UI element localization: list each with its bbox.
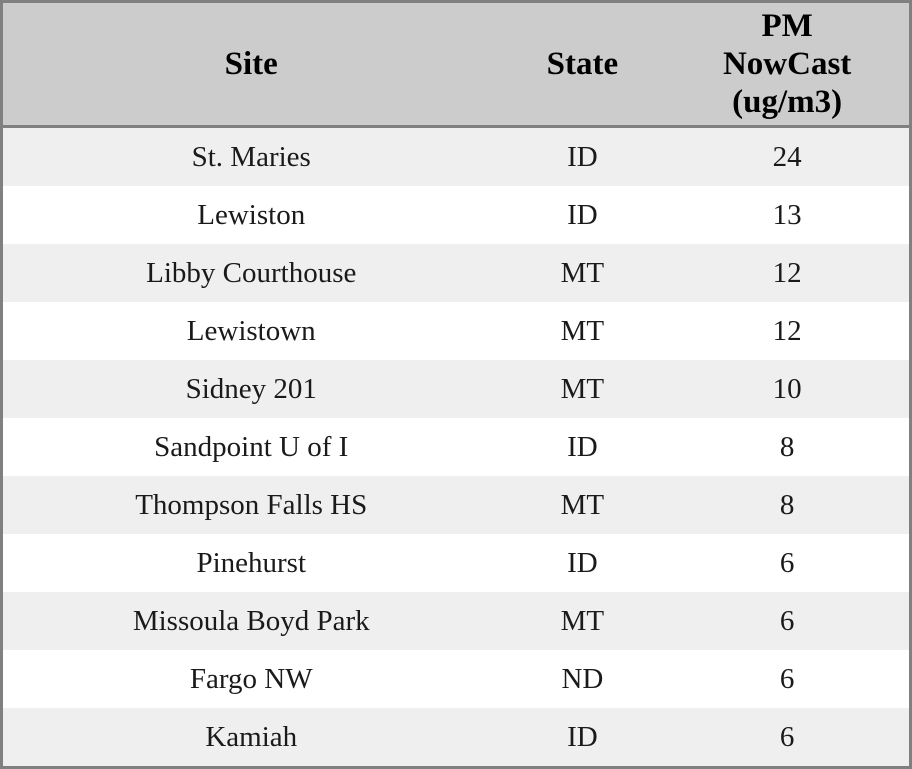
cell-site: Pinehurst bbox=[196, 546, 307, 579]
cell-site: Sandpoint U of I bbox=[154, 430, 349, 463]
table-row[interactable]: Missoula Boyd Park MT 6 bbox=[3, 592, 909, 650]
cell-pm-nowcast: 6 bbox=[779, 662, 795, 695]
table-header: Site State PM NowCast (ug/m3) bbox=[3, 3, 909, 128]
cell-state: MT bbox=[560, 372, 605, 405]
column-header-pm-nowcast[interactable]: PM NowCast (ug/m3) bbox=[665, 3, 909, 128]
column-header-site[interactable]: Site bbox=[3, 3, 500, 128]
cell-site: Lewistown bbox=[186, 314, 316, 347]
table-body: St. Maries ID 24 Lewiston ID 13 Libby Courthou… bbox=[3, 126, 909, 766]
cell-state: MT bbox=[560, 488, 605, 521]
cell-state: ID bbox=[567, 546, 598, 579]
cell-pm-nowcast: 6 bbox=[779, 604, 795, 637]
cell-state: ID bbox=[567, 198, 598, 231]
table-row[interactable]: Fargo NW ND 6 bbox=[3, 650, 909, 708]
cell-site: Lewiston bbox=[197, 198, 306, 231]
column-header-pm-nowcast-line1: PM bbox=[761, 7, 813, 44]
table-row[interactable]: Sandpoint U of I ID 8 bbox=[3, 418, 909, 476]
cell-pm-nowcast: 24 bbox=[772, 140, 802, 173]
header-row: Site State PM NowCast (ug/m3) bbox=[3, 3, 909, 128]
table-row[interactable]: St. Maries ID 24 bbox=[3, 126, 909, 186]
cell-site: Libby Courthouse bbox=[146, 256, 357, 289]
cell-state: MT bbox=[560, 256, 605, 289]
cell-site: Thompson Falls HS bbox=[135, 488, 368, 521]
cell-pm-nowcast: 10 bbox=[772, 372, 802, 405]
cell-state: ID bbox=[567, 720, 598, 753]
cell-site: Kamiah bbox=[205, 720, 298, 753]
cell-site: Missoula Boyd Park bbox=[132, 604, 370, 637]
cell-site: St. Maries bbox=[191, 140, 311, 173]
column-header-pm-nowcast-line3: (ug/m3) bbox=[732, 84, 843, 121]
column-header-state-lines: State bbox=[505, 45, 659, 83]
cell-site: Fargo NW bbox=[189, 662, 313, 695]
table-row[interactable]: Thompson Falls HS MT 8 bbox=[3, 476, 909, 534]
cell-pm-nowcast: 6 bbox=[779, 546, 795, 579]
column-header-state-label: State bbox=[546, 45, 619, 82]
cell-pm-nowcast: 12 bbox=[772, 314, 802, 347]
cell-state: ID bbox=[567, 140, 598, 173]
cell-pm-nowcast: 8 bbox=[779, 430, 795, 463]
column-header-pm-nowcast-line2: NowCast bbox=[722, 45, 852, 82]
cell-pm-nowcast: 8 bbox=[779, 488, 795, 521]
table-row[interactable]: Lewistown MT 12 bbox=[3, 302, 909, 360]
cell-pm-nowcast: 12 bbox=[772, 256, 802, 289]
cell-state: MT bbox=[560, 314, 605, 347]
column-header-pm-nowcast-lines: PM NowCast (ug/m3) bbox=[671, 7, 903, 122]
cell-site: Sidney 201 bbox=[185, 372, 317, 405]
pm-nowcast-table: Site State PM NowCast (ug/m3) St. Ma bbox=[3, 3, 909, 766]
column-header-site-label: Site bbox=[224, 45, 278, 82]
table-row[interactable]: Lewiston ID 13 bbox=[3, 186, 909, 244]
cell-state: MT bbox=[560, 604, 605, 637]
cell-state: ND bbox=[561, 662, 604, 695]
table-row[interactable]: Libby Courthouse MT 12 bbox=[3, 244, 909, 302]
cell-pm-nowcast: 6 bbox=[779, 720, 795, 753]
cell-pm-nowcast: 13 bbox=[772, 198, 802, 231]
table-row[interactable]: Sidney 201 MT 10 bbox=[3, 360, 909, 418]
column-header-site-lines: Site bbox=[9, 45, 493, 83]
column-header-state[interactable]: State bbox=[499, 3, 666, 128]
table-row[interactable]: Pinehurst ID 6 bbox=[3, 534, 909, 592]
table-row[interactable]: Kamiah ID 6 bbox=[3, 708, 909, 766]
cell-state: ID bbox=[567, 430, 598, 463]
